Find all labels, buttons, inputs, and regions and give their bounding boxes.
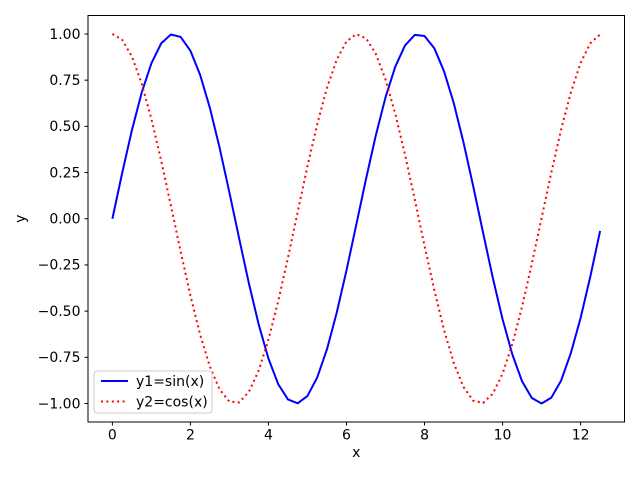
- y-tick-label: −0.50: [38, 304, 81, 320]
- x-tick-label: 8: [420, 428, 429, 444]
- y-axis-label: y: [13, 215, 29, 223]
- legend-label: y2=cos(x): [136, 394, 208, 410]
- y-tick-label: −0.25: [38, 258, 81, 274]
- x-tick-label: 0: [108, 428, 117, 444]
- y-tick-label: 0.50: [49, 119, 80, 135]
- legend: y1=sin(x) y2=cos(x): [93, 370, 213, 414]
- x-tick-label: 6: [342, 428, 351, 444]
- legend-label: y1=sin(x): [136, 374, 204, 390]
- x-tick-label: 2: [186, 428, 195, 444]
- series-line-0: [111, 33, 602, 405]
- y-tick-label: 0.75: [49, 73, 80, 89]
- y-tick-label: −1.00: [38, 396, 81, 412]
- y-tick-label: 1.00: [49, 27, 80, 43]
- y-tick-label: 0.25: [49, 165, 80, 181]
- x-tick-label: 4: [264, 428, 273, 444]
- y-tick-label: 0.00: [49, 212, 80, 228]
- x-tick-label: 10: [494, 428, 512, 444]
- x-tick-label: 12: [572, 428, 590, 444]
- x-axis-label: x: [352, 445, 360, 461]
- y-tick-label: −0.75: [38, 350, 81, 366]
- series-line-1: [111, 33, 601, 404]
- axes-face: [88, 15, 625, 422]
